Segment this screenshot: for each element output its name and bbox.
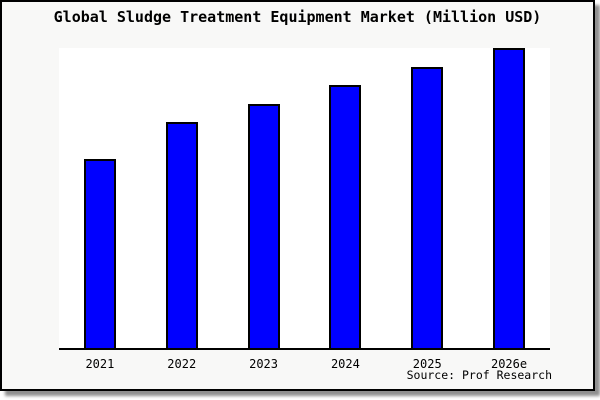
bar-2023 [247,104,280,348]
chart-title: Global Sludge Treatment Equipment Market… [53,8,542,26]
source-credit: Source: Prof Research [406,368,552,382]
chart-frame: Global Sludge Treatment Equipment Market… [0,0,595,391]
bar-2024 [329,85,362,348]
bar-2022 [165,122,198,348]
x-tick-label-2026e: 2026e [490,357,528,371]
bar-2026e [493,48,526,348]
x-axis-labels: 2021 2022 2023 2024 2025 2026e [59,357,550,371]
x-tick-label-2023: 2023 [249,357,279,371]
x-tick-label-2025: 2025 [412,357,442,371]
bar-2025 [411,67,444,348]
x-tick-label-2022: 2022 [167,357,197,371]
bar-2021 [83,159,116,348]
x-tick-label-2024: 2024 [330,357,360,371]
x-tick-label-2021: 2021 [85,357,115,371]
plot-area [59,48,550,350]
